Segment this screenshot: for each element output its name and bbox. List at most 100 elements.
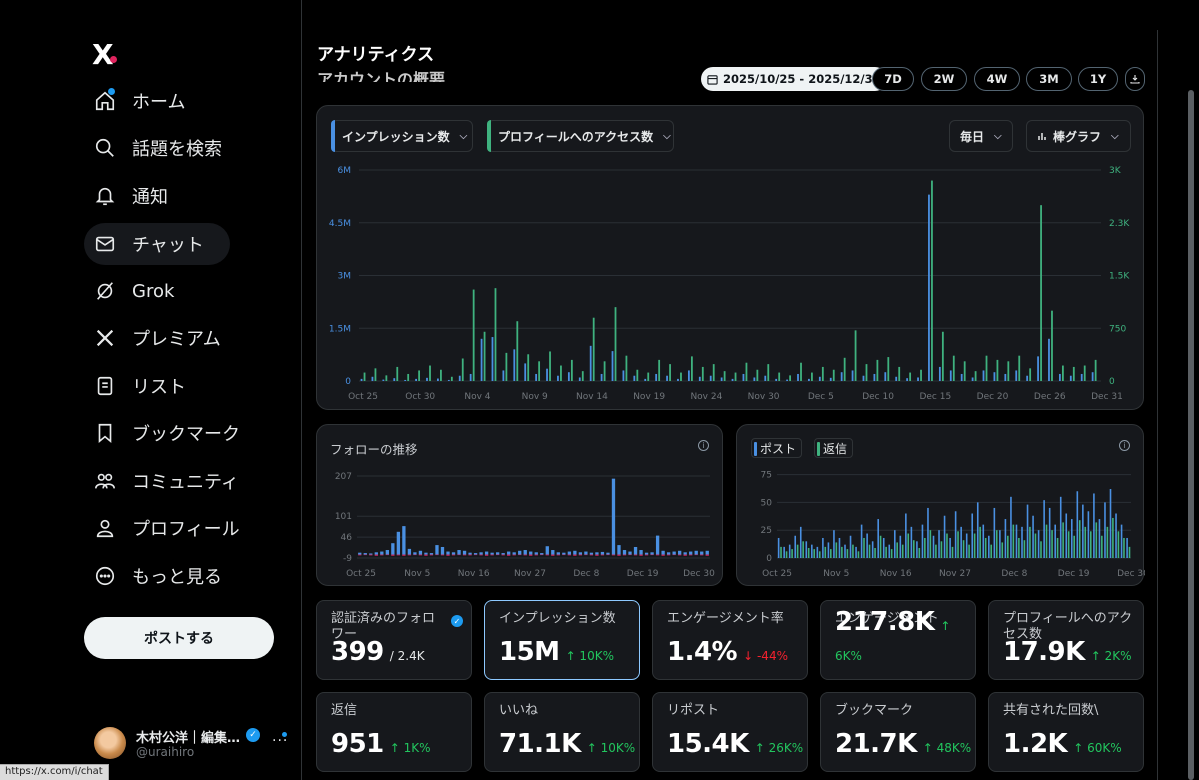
sidebar-item-lists[interactable]: リスト: [84, 365, 200, 407]
impressions-bar: [993, 372, 996, 381]
sidebar-item-chat[interactable]: チャット: [84, 223, 230, 265]
verified-badge-icon: ✓: [246, 728, 260, 742]
sidebar-item-more[interactable]: もっと見る: [84, 555, 236, 597]
community-icon: [95, 473, 115, 489]
follow-bar: [655, 535, 660, 555]
info-icon[interactable]: i: [1119, 440, 1130, 451]
sidebar-item-profile[interactable]: プロフィール: [84, 507, 254, 549]
x-tick-label: Dec 20: [977, 392, 1009, 402]
card-impressions[interactable]: インプレッション数 15M ↑ 10K%: [484, 600, 640, 680]
unfollow-bar: [374, 554, 378, 556]
follow-bar: [589, 552, 594, 555]
card-bookmarks[interactable]: ブックマーク 21.7K ↑ 48K%: [820, 692, 976, 772]
reply-bar: [1051, 530, 1053, 558]
info-icon[interactable]: i: [698, 440, 709, 451]
legend-reply[interactable]: 返信: [814, 438, 854, 458]
range-button-3m[interactable]: 3M: [1026, 67, 1072, 91]
legend-post[interactable]: ポスト: [751, 438, 803, 458]
follow-bar: [507, 551, 511, 555]
follow-bar: [451, 552, 456, 555]
unfollow-bar: [424, 554, 428, 556]
post-bar: [938, 530, 940, 558]
card-value: 217.8K: [835, 607, 935, 637]
profile-visits-bar: [941, 331, 944, 381]
post-bar: [1098, 519, 1101, 558]
profile-visits-bar: [1029, 368, 1032, 381]
sidebar-item-home[interactable]: ホーム: [84, 80, 199, 122]
post-button[interactable]: ポストする: [84, 617, 274, 659]
follow-bar: [545, 546, 549, 555]
unfollow-bar: [457, 554, 461, 556]
sidebar-item-explore[interactable]: 話題を検索: [84, 127, 236, 169]
card-change: ↑ 1K%: [389, 741, 431, 755]
post-bar: [783, 546, 785, 558]
impressions-bar: [589, 345, 592, 381]
card-engagements[interactable]: エンゲージメント 217.8K ↑ 6K%: [820, 600, 976, 680]
follow-bar: [689, 551, 693, 555]
sidebar-item-label: 通知: [132, 187, 168, 208]
reply-bar: [1073, 535, 1075, 558]
status-bar-url: https://x.com/i/chat: [0, 764, 109, 780]
card-engagement-rate[interactable]: エンゲージメント率 1.4% ↓ -44%: [652, 600, 808, 680]
post-bar: [877, 519, 879, 558]
metric2-dropdown[interactable]: プロフィールへのアクセス数 ⌵: [487, 120, 674, 152]
profile-visits-bar: [494, 288, 497, 381]
more-options-icon[interactable]: ···: [272, 733, 289, 749]
account-switcher[interactable]: 木村公洋｜編集… ✓ @uraihiro ···: [94, 727, 294, 761]
y-tick-label: 0: [766, 554, 772, 564]
post-bar: [943, 515, 946, 558]
follow-bar: [644, 552, 649, 555]
x-tick-label: Nov 4: [464, 392, 490, 402]
sidebar-item-premium[interactable]: プレミアム: [84, 317, 235, 359]
x-tick-label: Dec 26: [1034, 392, 1066, 402]
impressions-bar: [469, 373, 472, 381]
post-bar: [982, 524, 985, 558]
range-button-2w[interactable]: 2W: [921, 67, 967, 91]
impressions-bar: [698, 376, 701, 381]
sidebar-item-communities[interactable]: コミュニティ: [84, 460, 253, 502]
sidebar-item-label: Grok: [132, 280, 175, 302]
x-logo-icon[interactable]: X: [92, 38, 114, 71]
interval-dropdown[interactable]: 毎日 ⌵: [949, 120, 1013, 152]
follow-bar: [484, 551, 489, 555]
profile-visits-bar: [778, 372, 781, 381]
impressions-bar: [949, 370, 952, 381]
card-verified-followers[interactable]: 認証済みのフォロワー ✓ 399 / 2.4K: [316, 600, 472, 680]
reply-bar: [785, 551, 788, 558]
card-shares[interactable]: 共有された回数\ 1.2K ↑ 60K%: [988, 692, 1144, 772]
reply-bar: [874, 547, 876, 558]
x-tick-label: Nov 16: [880, 569, 912, 579]
reply-bar: [896, 542, 898, 558]
range-button-1y[interactable]: 1Y: [1078, 67, 1118, 91]
account-notification-dot: [282, 732, 287, 737]
follow-bar: [468, 552, 472, 555]
chart-type-label: 棒グラフ: [1053, 129, 1102, 144]
profile-visits-bar: [374, 368, 377, 381]
profile-visits-bar: [636, 369, 639, 381]
reply-bar: [1095, 522, 1098, 558]
range-button-7d[interactable]: 7D: [872, 67, 914, 91]
reply-bar: [1023, 540, 1026, 558]
date-range-picker[interactable]: 2025/10/25 - 2025/12/31: [701, 67, 887, 91]
unfollow-bar: [666, 554, 671, 556]
impressions-bar: [1091, 372, 1094, 381]
impressions-bar: [1048, 338, 1050, 381]
impressions-bar: [982, 370, 985, 381]
sidebar-item-bookmarks[interactable]: ブックマーク: [84, 412, 254, 454]
range-button-4w[interactable]: 4W: [974, 67, 1020, 91]
card-replies[interactable]: 返信 951 ↑ 1K%: [316, 692, 472, 772]
unfollow-bar: [518, 554, 522, 556]
sidebar-item-notifications[interactable]: 通知: [84, 175, 182, 217]
page-scrollbar[interactable]: [1188, 90, 1194, 780]
card-reposts[interactable]: リポスト 15.4K ↑ 26K%: [652, 692, 808, 772]
chart-type-dropdown[interactable]: 棒グラフ ⌵: [1026, 120, 1131, 152]
card-profile-visits[interactable]: プロフィールへのアクセス数 17.9K ↑ 2K%: [988, 600, 1144, 680]
sidebar-item-label: ホーム: [132, 92, 186, 113]
download-button[interactable]: [1125, 67, 1145, 91]
card-likes[interactable]: いいね 71.1K ↑ 10K%: [484, 692, 640, 772]
metric1-dropdown[interactable]: インプレッション数 ⌵: [331, 120, 473, 152]
sidebar-item-grok[interactable]: Grok: [84, 270, 188, 312]
unfollow-bar: [573, 554, 577, 556]
x-tick-label: Nov 16: [458, 569, 490, 579]
card-label: リポスト: [667, 703, 720, 718]
